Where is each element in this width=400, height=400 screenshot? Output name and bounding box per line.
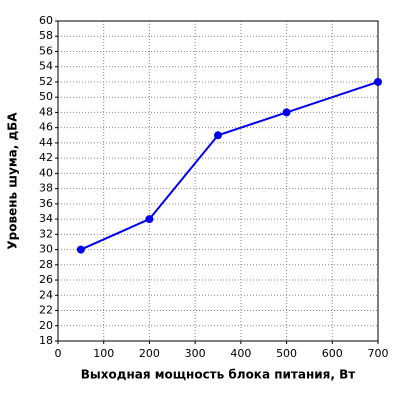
y-tick-label: 36 [39, 197, 53, 210]
y-tick-label: 18 [39, 334, 53, 347]
y-tick-label: 54 [39, 60, 53, 73]
y-tick-label: 44 [39, 136, 53, 149]
plot-frame [57, 20, 379, 342]
x-axis-title: Выходная мощность блока питания, Вт [81, 368, 356, 382]
point [145, 215, 154, 224]
point [214, 131, 222, 140]
x-tick-label: 400 [230, 347, 251, 360]
x-tick-label: 100 [93, 347, 114, 360]
y-tick-label: 32 [39, 227, 53, 240]
point [76, 245, 85, 254]
y-tick-label: 48 [39, 105, 53, 118]
y-tick-label: 56 [39, 44, 53, 57]
y-tick-label: 38 [39, 182, 53, 195]
x-tick-label: 0 [55, 347, 62, 360]
y-tick-label: 42 [39, 151, 53, 164]
y-tick-label: 58 [39, 29, 53, 42]
y-tick-label: 24 [39, 288, 53, 301]
x-tick-label: 300 [185, 347, 206, 360]
x-tick-label: 200 [139, 347, 160, 360]
y-tick-label: 46 [39, 121, 53, 134]
point [282, 108, 291, 117]
plot-border [57, 20, 379, 342]
y-tick-label: 52 [39, 75, 53, 88]
y-tick-label: 28 [39, 258, 53, 271]
y-tick-label: 50 [39, 90, 53, 103]
y-axis-title: Уровень шума, дБА [6, 112, 20, 250]
x-tick-label: 500 [276, 347, 297, 360]
x-tick-label: 600 [322, 347, 343, 360]
x-tick-label: 700 [368, 347, 389, 360]
y-tick-label: 26 [39, 273, 53, 286]
y-tick-label: 40 [39, 166, 53, 179]
y-tick-label: 22 [39, 304, 53, 317]
y-tick-label: 60 [39, 14, 53, 27]
point [374, 77, 382, 86]
y-tick-label: 30 [39, 243, 53, 256]
y-tick-label: 20 [39, 319, 53, 332]
y-tick-label: 34 [39, 212, 53, 225]
